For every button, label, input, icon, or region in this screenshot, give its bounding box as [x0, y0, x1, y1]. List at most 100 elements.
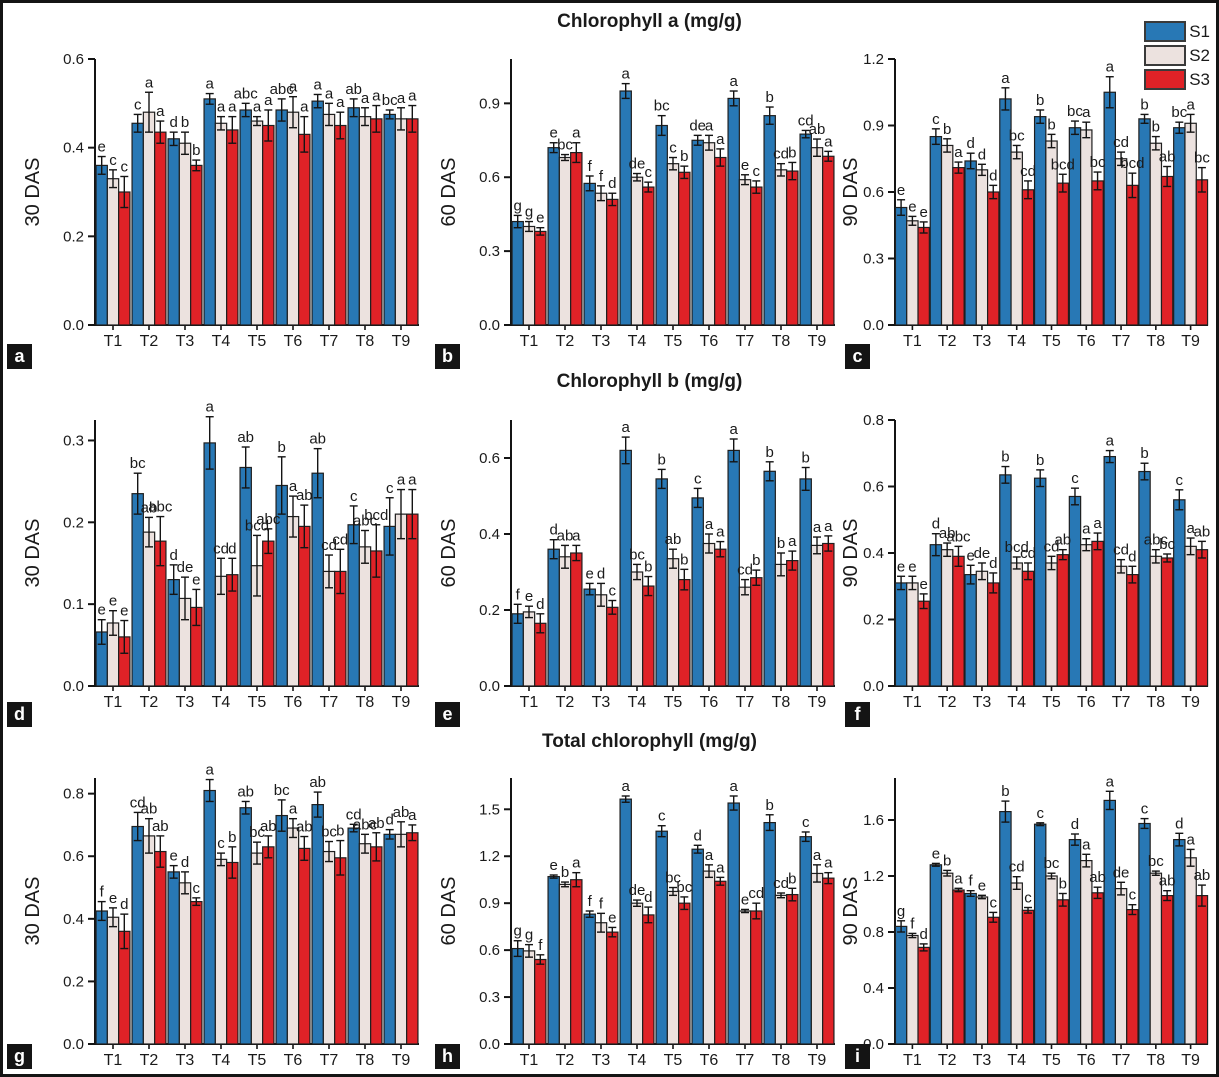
x-tick-label: T6 [1077, 333, 1096, 350]
sig-letter: ab [1194, 867, 1211, 884]
panel-badge-a: a [7, 344, 32, 369]
bar-s3-t2 [952, 167, 965, 326]
y-tick-label: 1.2 [863, 51, 884, 68]
sig-letter: c [121, 158, 129, 175]
bar-s3-t1 [534, 958, 547, 1045]
sig-letter: d [989, 555, 997, 572]
sig-letter: a [622, 66, 631, 83]
bar-s2-t4 [214, 122, 228, 326]
sig-letter: a [954, 870, 963, 887]
y-axis-label: 30 DAS [22, 519, 44, 588]
bar-s2-t1 [522, 950, 536, 1045]
sig-letter: cd [130, 794, 146, 811]
bar-s2-t8 [774, 169, 788, 326]
sig-letter: d [550, 522, 558, 539]
x-tick-label: T9 [808, 333, 827, 350]
sig-letter: b [1059, 876, 1067, 893]
x-tick-label: T8 [356, 694, 375, 711]
sig-letter: bc [1009, 127, 1025, 144]
sig-letter: d [228, 540, 236, 557]
bar-s2-t4 [214, 858, 228, 1045]
bar-s3-t3 [606, 198, 619, 326]
bar-s3-t4 [226, 129, 239, 326]
x-tick-label: T8 [1146, 694, 1165, 711]
sig-letter: b [788, 870, 796, 887]
sig-letter: a [289, 478, 298, 495]
bar-s2-t4 [630, 902, 644, 1045]
chart-h: 0.0 0.3 0.6 0.9 1.2 1.5 60 DAS T1 T2 T3 T4 T5 T6 T7 T8… [438, 778, 835, 1069]
x-tick-label: T4 [1007, 333, 1026, 350]
x-tick-label: T7 [736, 694, 755, 711]
x-tick-label: T4 [212, 333, 231, 350]
bar-s2-t7 [322, 113, 336, 326]
bar-s1-t2 [929, 544, 943, 687]
bar-s3-t8 [370, 118, 383, 326]
x-tick-label: T3 [973, 1052, 992, 1069]
sig-letter: d [386, 812, 394, 829]
y-axis-label: 30 DAS [22, 877, 44, 946]
y-tick-label: 0.8 [863, 924, 884, 941]
sig-letter: a [813, 519, 822, 536]
y-tick-label: 0.2 [63, 514, 84, 531]
bar-s1-t4 [619, 90, 632, 326]
bar-s3-t4 [1021, 189, 1035, 326]
bar-s3-t7 [334, 124, 347, 326]
sig-letter: a [325, 85, 334, 102]
bar-s1-t3 [167, 579, 180, 687]
bar-s3-t9 [822, 155, 835, 326]
bar-s2-t6 [286, 827, 300, 1045]
x-tick-label: T8 [1146, 333, 1165, 350]
bar-s2-t9 [810, 147, 824, 326]
x-tick-label: T6 [284, 694, 303, 711]
bar-s1-t7 [727, 802, 740, 1045]
bar-s1-t5 [239, 109, 252, 326]
y-tick-label: 0.6 [63, 848, 84, 865]
bar-s2-t5 [666, 890, 680, 1045]
bar-s2-t3 [975, 896, 989, 1045]
bar-s2-t1 [906, 934, 919, 1045]
sig-letter: g [514, 197, 522, 214]
bar-s2-t7 [322, 570, 336, 687]
bar-s1-t5 [655, 830, 668, 1045]
x-tick-label: T7 [1112, 694, 1131, 711]
sig-letter: c [802, 814, 810, 831]
y-tick-label: 0.0 [63, 317, 84, 334]
sig-letter: c [1129, 887, 1137, 904]
bar-s3-t9 [822, 877, 835, 1045]
sig-letter: ab [237, 783, 254, 800]
sig-letter: a [1001, 70, 1010, 87]
sig-letter: e [550, 857, 558, 874]
sig-letter: b [766, 444, 774, 461]
sig-letter: a [1106, 433, 1115, 450]
bar-s1-t5 [239, 466, 252, 687]
y-tick-label: 0.3 [479, 243, 500, 260]
x-tick-label: T6 [1077, 1052, 1096, 1069]
x-tick-label: T9 [1181, 333, 1200, 350]
chart-f: 0.0 0.2 0.4 0.6 0.8 90 DAS T1 T2 T3 T4 T5 T6 T7 T8 T9 e… [840, 412, 1210, 711]
bar-s2-t8 [358, 546, 372, 687]
bar-s1-t7 [1103, 91, 1117, 326]
sig-letter: bc [321, 824, 337, 841]
sig-letter: c [109, 152, 117, 169]
y-tick-label: 0.6 [863, 184, 884, 201]
sig-letter: c [658, 808, 666, 825]
bar-s2-t9 [810, 872, 824, 1045]
y-tick-label: 0.8 [863, 412, 884, 429]
panel-h: h 0.0 0.3 0.6 0.9 1.2 1.5 60 DAS T1 T2 T3 T4 T5 T6 T7… [431, 722, 841, 1074]
bar-s1-t8 [1138, 470, 1151, 687]
sig-letter: c [1024, 890, 1032, 907]
y-tick-label: 0.3 [63, 432, 84, 449]
sig-letter: a [730, 73, 739, 90]
x-tick-label: T5 [248, 1052, 267, 1069]
bar-s2-t1 [106, 178, 120, 326]
x-tick-label: T3 [176, 694, 195, 711]
sig-letter: bcd [1051, 156, 1075, 173]
sig-letter: a [1082, 104, 1091, 121]
bar-s2-t8 [358, 116, 372, 326]
sig-letter: a [206, 399, 215, 416]
bar-s1-t1 [511, 947, 524, 1045]
x-tick-label: T6 [700, 333, 719, 350]
sig-letter: a [217, 99, 226, 116]
